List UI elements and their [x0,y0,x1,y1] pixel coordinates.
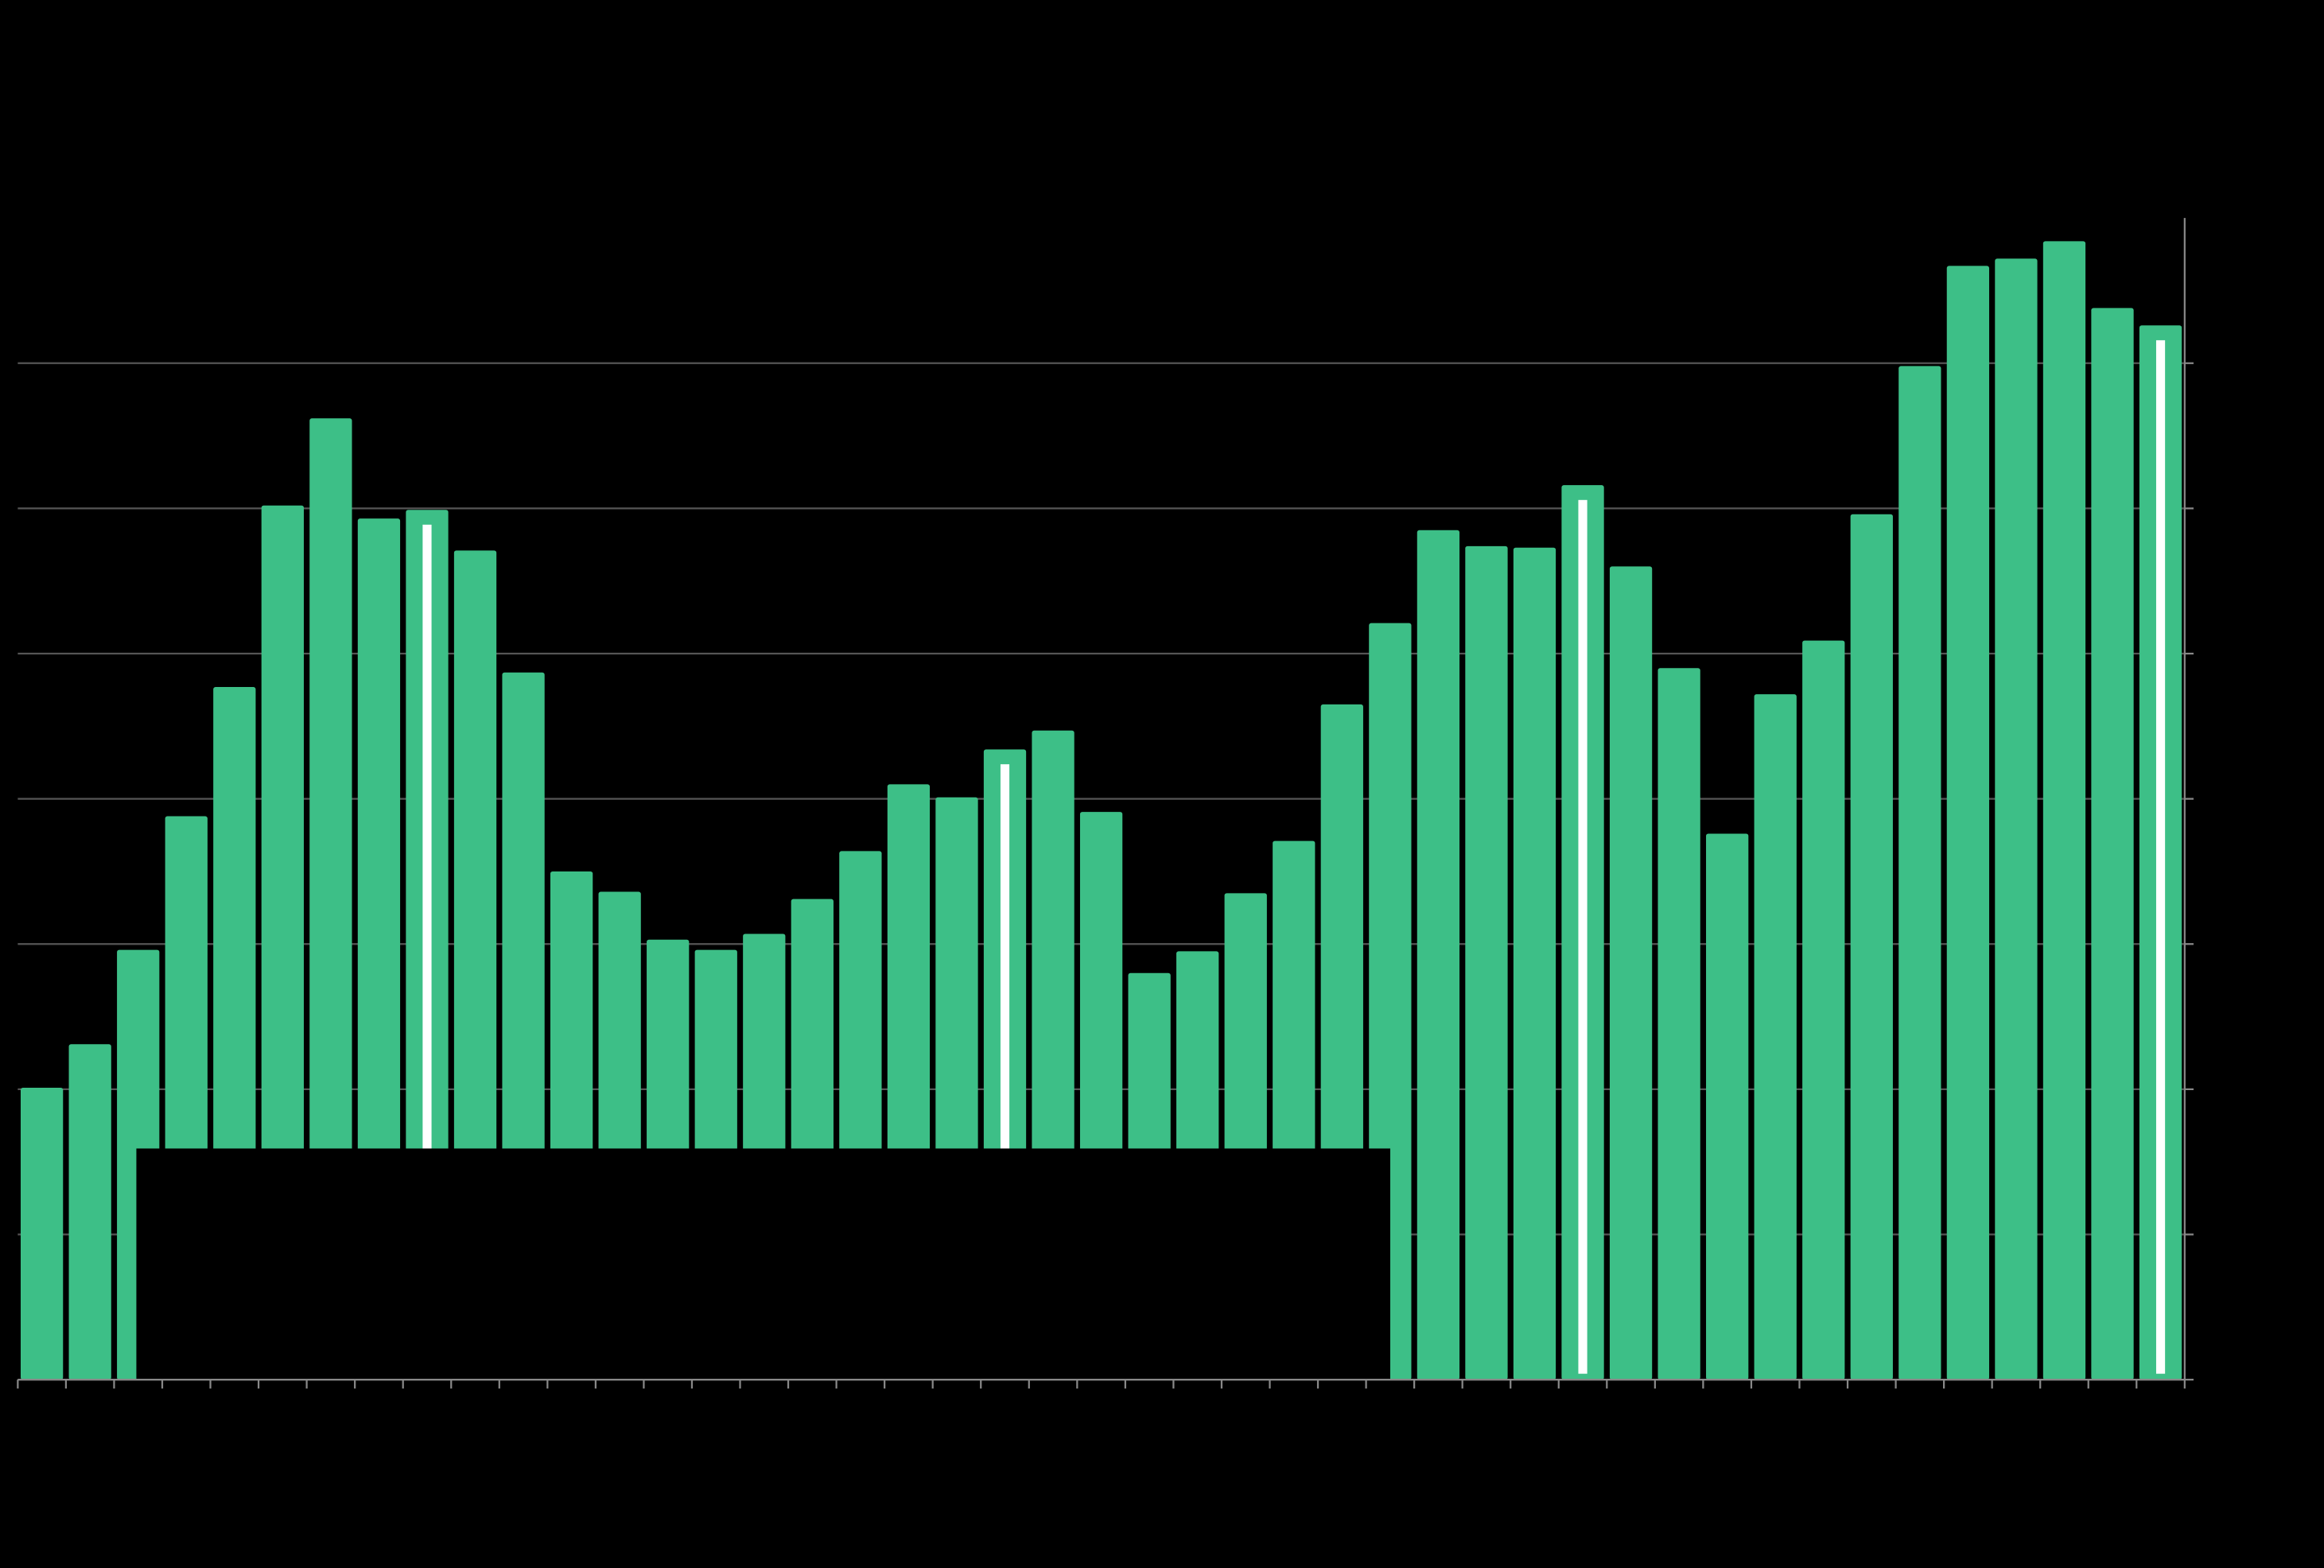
bar-highlight [1578,499,1588,1374]
bar [1465,545,1508,1380]
bar [1754,694,1797,1380]
bar [1609,566,1653,1380]
bar [309,418,352,1380]
bar [1513,547,1556,1380]
bar [1802,640,1845,1380]
bar [1946,266,1990,1380]
bar [1417,530,1460,1380]
bar [1658,668,1700,1380]
overlay-box [136,1148,1390,1380]
bar [2091,308,2134,1380]
bar-highlight [1000,764,1010,1374]
bar [1850,514,1893,1380]
bar [20,1088,64,1380]
bar-highlight [2155,340,2166,1374]
bar [68,1044,111,1380]
axes [17,218,2194,1389]
bar [1995,258,2038,1380]
bar-highlight [422,524,432,1374]
bar [1898,366,1941,1380]
bar [2042,241,2086,1380]
bar [1706,833,1749,1380]
